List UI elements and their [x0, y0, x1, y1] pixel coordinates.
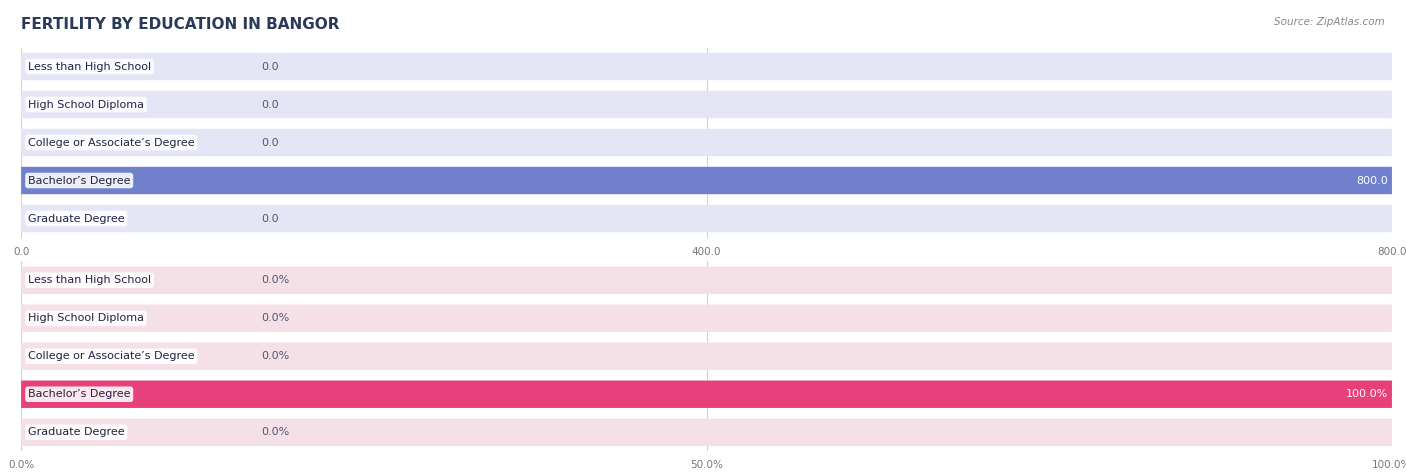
Text: Graduate Degree: Graduate Degree — [28, 213, 125, 224]
Text: Bachelor’s Degree: Bachelor’s Degree — [28, 389, 131, 399]
Text: FERTILITY BY EDUCATION IN BANGOR: FERTILITY BY EDUCATION IN BANGOR — [21, 17, 340, 32]
Text: 100.0%: 100.0% — [1346, 389, 1388, 399]
FancyBboxPatch shape — [21, 304, 1392, 332]
FancyBboxPatch shape — [21, 129, 1392, 156]
Text: Less than High School: Less than High School — [28, 61, 150, 72]
Text: 0.0: 0.0 — [262, 99, 278, 110]
FancyBboxPatch shape — [21, 380, 1392, 408]
Text: Graduate Degree: Graduate Degree — [28, 427, 125, 437]
Text: Source: ZipAtlas.com: Source: ZipAtlas.com — [1274, 17, 1385, 27]
Text: 0.0%: 0.0% — [262, 427, 290, 437]
FancyBboxPatch shape — [21, 380, 1392, 408]
Text: 0.0%: 0.0% — [262, 275, 290, 285]
Text: 0.0: 0.0 — [262, 213, 278, 224]
Text: 800.0: 800.0 — [1355, 175, 1388, 186]
Text: College or Associate’s Degree: College or Associate’s Degree — [28, 137, 194, 148]
FancyBboxPatch shape — [21, 342, 1392, 370]
FancyBboxPatch shape — [21, 418, 1392, 446]
Text: High School Diploma: High School Diploma — [28, 99, 143, 110]
FancyBboxPatch shape — [21, 167, 1392, 194]
FancyBboxPatch shape — [21, 91, 1392, 118]
FancyBboxPatch shape — [21, 266, 1392, 294]
Text: College or Associate’s Degree: College or Associate’s Degree — [28, 351, 194, 361]
Text: 0.0%: 0.0% — [262, 351, 290, 361]
FancyBboxPatch shape — [21, 53, 1392, 80]
Text: High School Diploma: High School Diploma — [28, 313, 143, 323]
Text: 0.0%: 0.0% — [262, 313, 290, 323]
FancyBboxPatch shape — [21, 205, 1392, 232]
Text: 0.0: 0.0 — [262, 137, 278, 148]
Text: Less than High School: Less than High School — [28, 275, 150, 285]
FancyBboxPatch shape — [21, 167, 1392, 194]
Text: Bachelor’s Degree: Bachelor’s Degree — [28, 175, 131, 186]
Text: 0.0: 0.0 — [262, 61, 278, 72]
